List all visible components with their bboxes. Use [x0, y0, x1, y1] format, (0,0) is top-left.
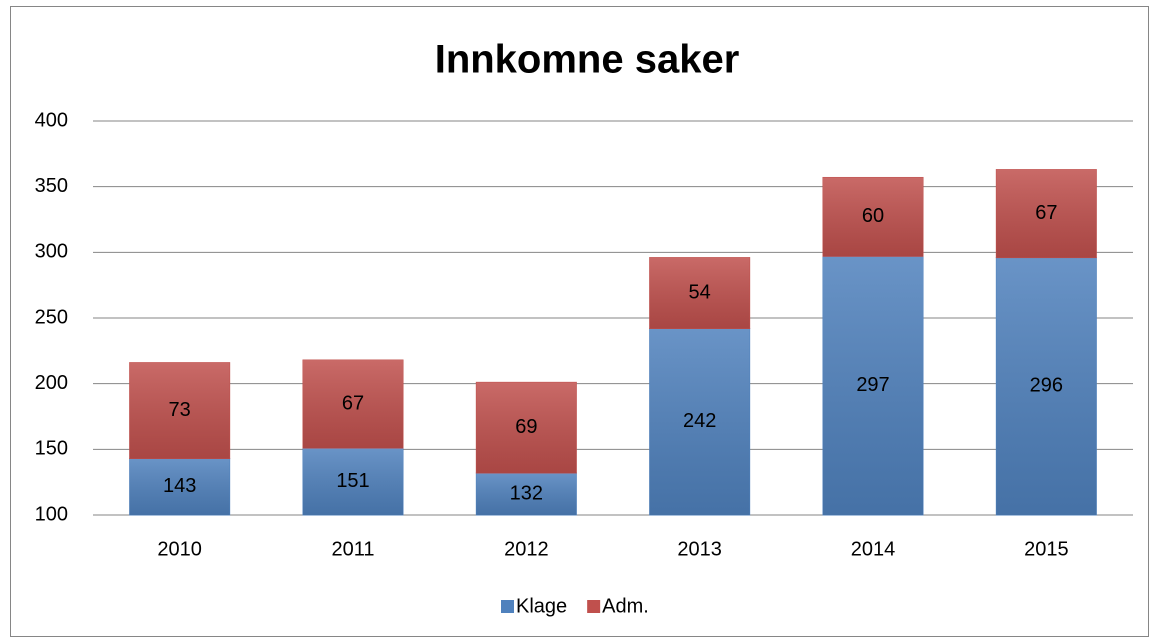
data-label: 73 [169, 399, 191, 421]
x-tick-label: 2013 [677, 538, 722, 560]
bar-shade [476, 382, 577, 473]
y-tick-label: 400 [35, 109, 68, 131]
data-label: 54 [689, 281, 711, 303]
bar-shade [129, 458, 230, 515]
bar-shade [823, 256, 923, 515]
bar-shade [476, 472, 577, 515]
x-tick-label: 2015 [1024, 538, 1069, 560]
bar-shade [996, 169, 1097, 258]
y-tick-label: 150 [35, 438, 68, 460]
y-tick-label: 250 [35, 306, 68, 328]
chart-title: Innkomne saker [435, 38, 740, 82]
y-tick-label: 350 [35, 175, 68, 197]
legend-swatch [501, 600, 514, 613]
legend-label: Adm. [602, 595, 649, 617]
x-tick-label: 2011 [331, 538, 374, 560]
x-tick-label: 2012 [504, 538, 549, 560]
y-tick-label: 200 [35, 372, 68, 394]
data-label: 67 [342, 392, 364, 414]
bar-shade [129, 362, 230, 459]
data-label: 242 [683, 410, 716, 432]
data-label: 67 [1035, 202, 1057, 224]
data-label: 151 [336, 470, 369, 492]
bar-shade [996, 257, 1097, 515]
data-label: 296 [1030, 375, 1063, 397]
x-tick-label: 2010 [157, 538, 202, 560]
bar-shade [303, 448, 403, 515]
bar-shade [649, 328, 750, 515]
bar-shade [823, 177, 923, 257]
legend-swatch [587, 600, 601, 613]
data-label: 132 [510, 482, 543, 504]
data-label: 143 [163, 475, 196, 497]
data-label: 297 [856, 374, 889, 396]
bar-shade [303, 360, 403, 449]
legend-label: Klage [516, 595, 567, 617]
y-tick-label: 100 [35, 503, 68, 525]
y-tick-label: 300 [35, 241, 68, 263]
data-label: 60 [862, 205, 884, 227]
chart-frame [10, 6, 1149, 637]
bar-shade [649, 257, 750, 329]
x-tick-label: 2014 [851, 538, 896, 560]
data-label: 69 [515, 416, 537, 438]
